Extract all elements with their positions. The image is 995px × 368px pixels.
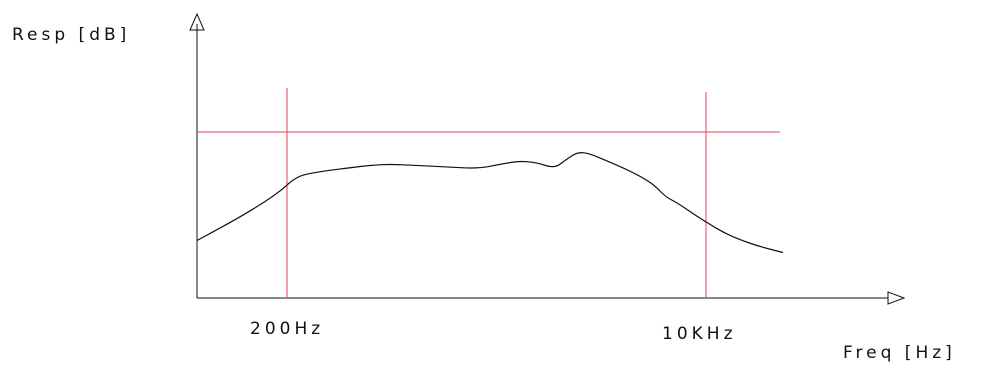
tick-label-200hz: 200Hz xyxy=(250,319,324,339)
x-axis-arrow xyxy=(887,291,906,305)
y-axis-label: Resp [dB] xyxy=(12,25,130,45)
tick-label-10khz: 10KHz xyxy=(662,324,737,344)
x-axis-label: Freq [Hz] xyxy=(843,343,956,363)
y-axis-arrow xyxy=(189,12,205,31)
response-curve xyxy=(196,152,784,254)
